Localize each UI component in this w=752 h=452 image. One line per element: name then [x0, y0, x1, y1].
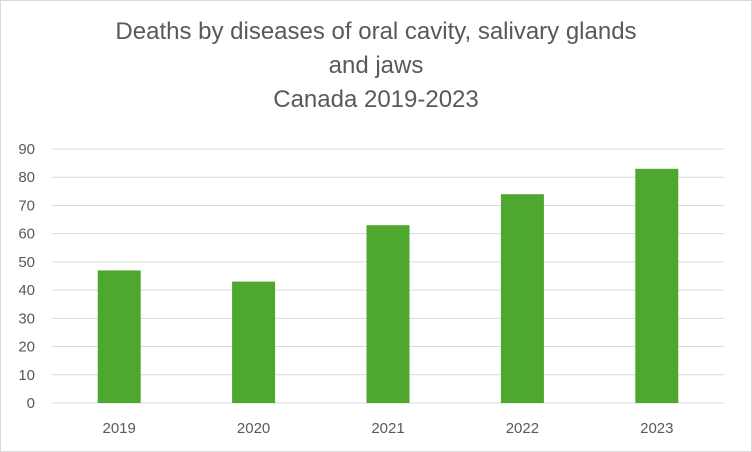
y-axis-tick-labels: 0 10 20 30 40 50 60 70 80 90	[18, 141, 35, 412]
y-tick-label: 70	[18, 197, 35, 214]
y-tick-label: 30	[18, 310, 35, 327]
bar-2020	[232, 281, 276, 403]
chart-title-line-3: Canada 2019-2023	[273, 86, 479, 113]
y-tick-label: 80	[18, 169, 35, 186]
x-tick-label: 2020	[237, 420, 270, 437]
y-tick-label: 90	[18, 141, 35, 158]
x-tick-label: 2019	[103, 420, 136, 437]
y-tick-label: 60	[18, 226, 35, 243]
chart-title: Deaths by diseases of oral cavity, saliv…	[1, 15, 751, 117]
y-tick-label: 10	[18, 367, 35, 384]
x-tick-label: 2022	[506, 420, 539, 437]
x-tick-label: 2021	[371, 420, 404, 437]
chart-title-line-2: and jaws	[328, 52, 424, 79]
y-tick-label: 0	[27, 395, 35, 412]
bar-2021	[366, 225, 410, 403]
bar-2023	[635, 168, 679, 403]
chart-title-line-1: Deaths by diseases of oral cavity, saliv…	[115, 18, 637, 45]
bar-2022	[500, 194, 544, 403]
y-tick-label: 20	[18, 339, 35, 356]
y-tick-label: 40	[18, 282, 35, 299]
bar-2019	[97, 270, 141, 403]
bars	[97, 168, 679, 403]
x-tick-label: 2023	[640, 420, 673, 437]
y-tick-label: 50	[18, 254, 35, 271]
x-axis-tick-labels: 2019 2020 2021 2022 2023	[103, 420, 674, 437]
